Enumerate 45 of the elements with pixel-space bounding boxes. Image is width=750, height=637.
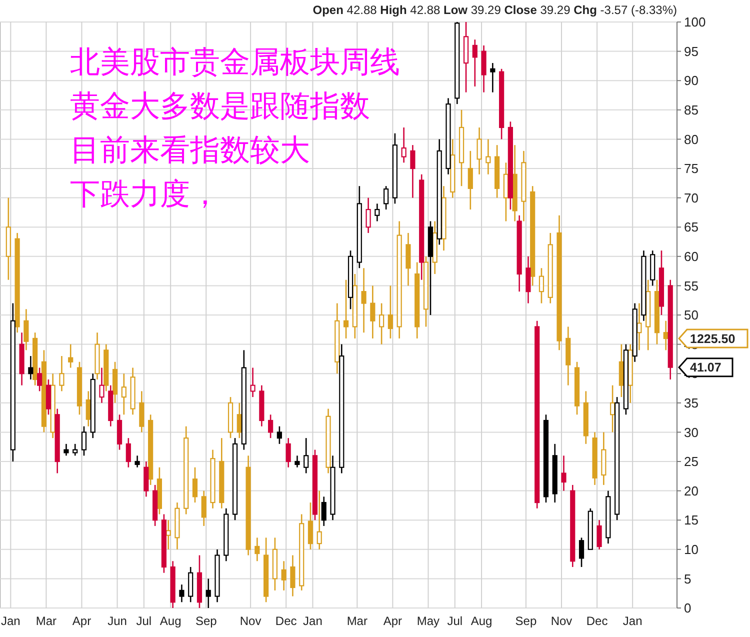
x-tick-label: Jan [622, 614, 642, 628]
y-tick-label: 100 [684, 14, 706, 30]
y-tick-label: 15 [684, 512, 698, 528]
x-tick-label: Jul [447, 614, 463, 628]
annotation: 目前来看指数较大 [70, 133, 310, 168]
y-tick-label: 70 [684, 190, 698, 206]
x-tick-label: Jun [108, 614, 127, 628]
x-tick-label: Apr [383, 614, 402, 628]
y-tick-label: 35 [684, 395, 698, 410]
text: 北美股市贵金属板块周线 [70, 45, 400, 80]
y-tick-label: 20 [684, 483, 698, 498]
x-tick-label: Jan [1, 614, 20, 628]
x-tick-label: Aug [470, 614, 492, 628]
x-tick-label: Mar [36, 614, 57, 628]
y-tick-label: 0 [684, 600, 692, 616]
x-tick-label: May [416, 614, 440, 628]
x-tick-label: Dec [275, 614, 297, 628]
x-tick-label: Nov [240, 614, 262, 628]
x-tick-label: Jul [136, 614, 152, 628]
x-tick-label: Sep [195, 614, 218, 628]
text: 41.07 [690, 360, 722, 375]
y-tick-label: 75 [684, 161, 698, 176]
y-tick-label: 55 [684, 278, 698, 294]
y-tick-label: 80 [684, 132, 698, 147]
x-tick-label: Nov [550, 614, 572, 628]
annotation: 黄金大多数是跟随指数 [70, 89, 370, 124]
y-tick-label: 25 [684, 454, 698, 470]
x-tick-label: Sep [515, 614, 537, 628]
annotation: 下跌力度， [70, 177, 220, 212]
y-tick-label: 50 [684, 308, 698, 323]
y-tick-label: 10 [684, 542, 698, 557]
y-tick-label: 30 [684, 424, 698, 440]
text: 1225.50 [690, 332, 736, 346]
x-tick-label: Aug [160, 614, 182, 628]
y-tick-label: 85 [684, 102, 698, 118]
y-tick-label: 60 [684, 248, 698, 264]
y-tick-label: 5 [684, 571, 692, 586]
x-tick-label: Mar [346, 614, 368, 628]
x-tick-label: Dec [586, 614, 608, 628]
y-tick-label: 95 [684, 44, 698, 59]
y-tick-label: 90 [684, 73, 698, 88]
x-tick-label: Apr [72, 614, 92, 628]
text: Open 42.88 High 42.88 Low 39.29 Close 39.29 Chg -3.57 (-8.33%) [312, 3, 677, 17]
x-tick-label: Jan [303, 614, 322, 628]
y-tick-label: 65 [684, 220, 698, 235]
